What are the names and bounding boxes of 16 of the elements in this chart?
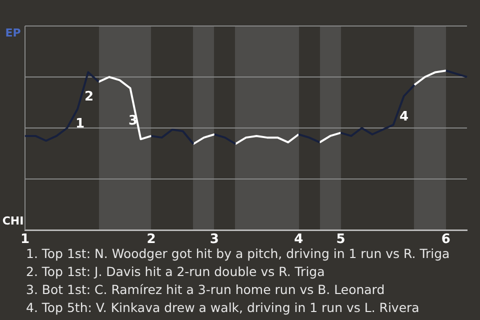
annotation: 1 bbox=[75, 116, 85, 132]
text: 4. Top 5th: V. Kinkava drew a walk, driving in 1 run vs L. Rivera bbox=[26, 299, 420, 317]
annotation: 4 bbox=[399, 110, 409, 124]
x-tick-label: 2 bbox=[146, 232, 156, 248]
text: EP bbox=[5, 26, 21, 40]
annotation: 3 bbox=[128, 114, 138, 128]
x-tick-label: 4 bbox=[294, 232, 304, 248]
x-tick-label: 1 bbox=[20, 232, 30, 248]
annotation: 2 bbox=[84, 90, 94, 104]
text: CHI bbox=[2, 214, 24, 228]
text: 3. Bot 1st: C. Ramírez hit a 3-run home run vs B. Leonard bbox=[26, 281, 386, 299]
text: 2. Top 1st: J. Davis hit a 2-run double vs R. Triga bbox=[26, 263, 326, 281]
text: 1. Top 1st: N. Woodger got hit by a pitch, driving in 1 run vs R. Triga bbox=[26, 245, 450, 263]
x-tick-label: 3 bbox=[210, 232, 219, 248]
x-tick-label: 6 bbox=[441, 232, 450, 248]
x-tick-label: 5 bbox=[336, 232, 346, 248]
